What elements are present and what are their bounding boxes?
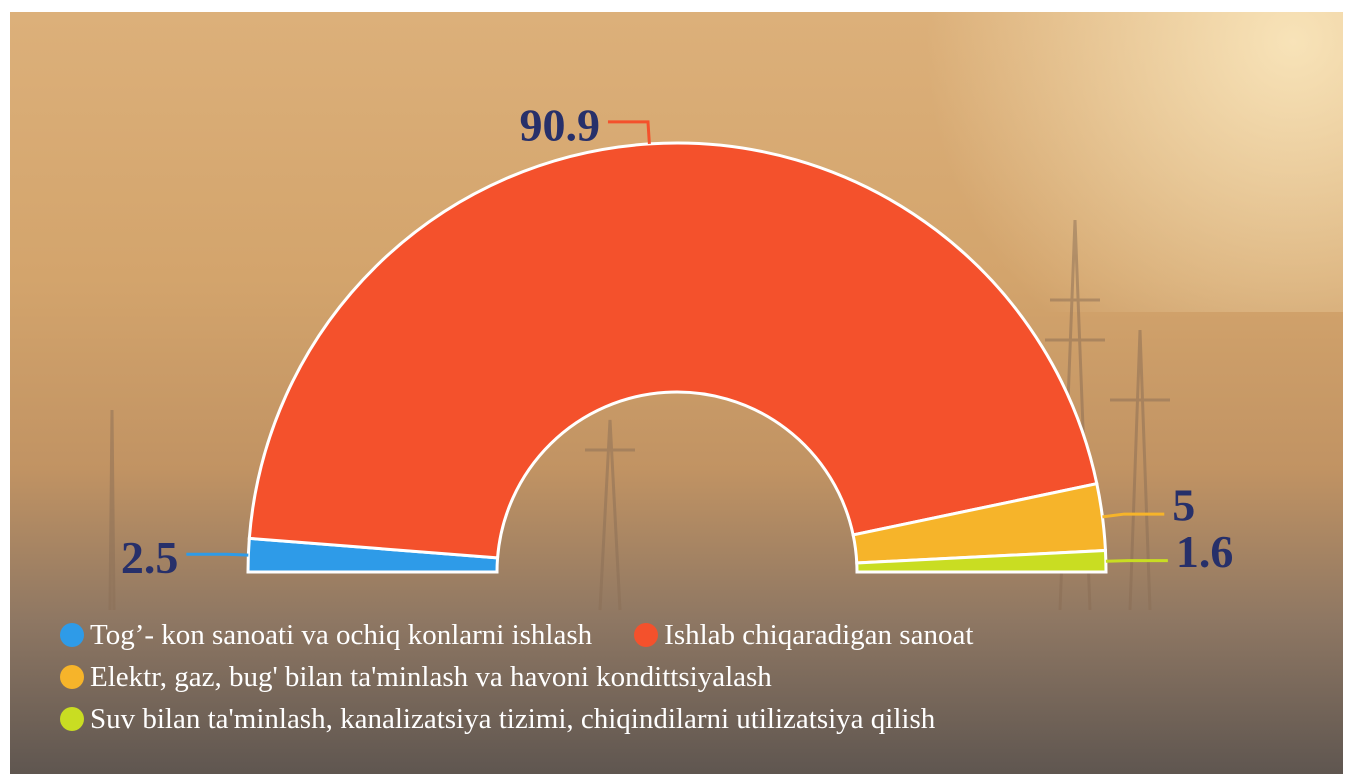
- leader-line: [1106, 561, 1168, 562]
- slice: [249, 143, 1096, 558]
- legend-item: Suv bilan ta'minlash, kanalizatsiya tizi…: [60, 698, 935, 740]
- legend-item: Tog’- kon sanoati va ochiq konlarni ishl…: [60, 614, 592, 656]
- legend-item: Ishlab chiqaradigan sanoat: [634, 614, 973, 656]
- legend-label: Elektr, gaz, bug' bilan ta'minlash va ha…: [90, 661, 772, 693]
- legend-label: Suv bilan ta'minlash, kanalizatsiya tizi…: [90, 703, 935, 735]
- legend-item: Elektr, gaz, bug' bilan ta'minlash va ha…: [60, 656, 772, 698]
- data-label: 1.6: [1176, 526, 1234, 577]
- data-label: 5: [1172, 480, 1195, 531]
- legend-label: Ishlab chiqaradigan sanoat: [664, 619, 973, 651]
- legend-label: Tog’- kon sanoati va ochiq konlarni ishl…: [90, 619, 592, 651]
- leader-line: [608, 122, 649, 144]
- legend-marker: [634, 623, 658, 647]
- legend-marker: [60, 707, 84, 731]
- leader-line: [186, 554, 248, 555]
- page: 2.5 90.9 51.6 Tog’- kon sanoati va ochiq k…: [0, 0, 1351, 784]
- data-label: 90.9: [519, 99, 600, 150]
- legend: Tog’- kon sanoati va ochiq konlarni ishl…: [60, 614, 1330, 740]
- legend-marker: [60, 623, 84, 647]
- data-label: 2.5: [121, 532, 179, 583]
- legend-marker: [60, 665, 84, 689]
